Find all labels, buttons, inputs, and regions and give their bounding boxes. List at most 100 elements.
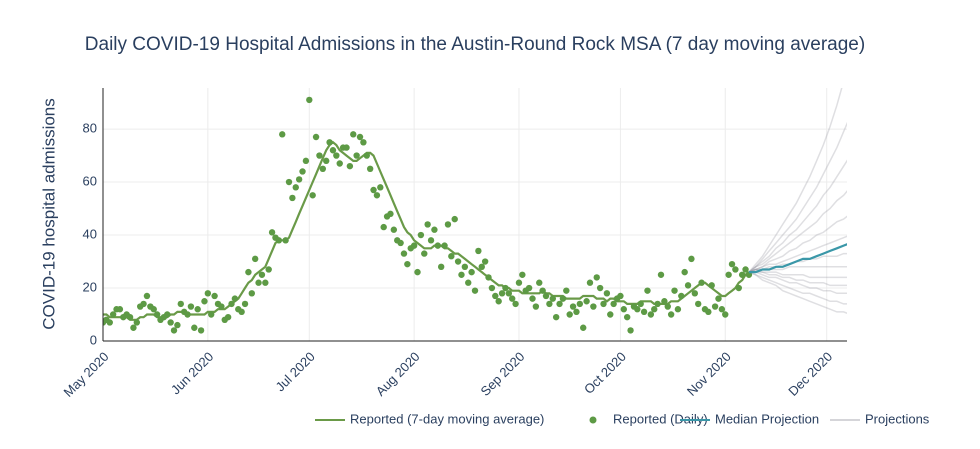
legend-label: Median Projection [715,411,819,426]
point [586,279,594,286]
point [218,303,225,310]
point [593,274,600,281]
x-tick-label: Sep 2020 [478,349,528,399]
x-tick-label: Oct 2020 [581,349,629,397]
y-tick-label: 0 [90,332,97,347]
legend-label: Reported (Daily) [613,411,708,426]
point [343,144,350,151]
point [458,271,465,278]
y-axis-title: COVID-19 hospital admissions [39,98,58,329]
point [657,271,665,278]
point [688,255,695,263]
point [194,306,201,313]
point [664,303,671,310]
point [559,295,567,302]
point [667,311,675,318]
point [705,308,712,316]
point [353,152,360,159]
plot-area [103,88,847,334]
point [441,242,448,249]
point [485,274,492,281]
point [231,295,239,302]
x-tick-label: Jun 2020 [168,349,216,397]
line [748,243,847,274]
point [265,266,272,273]
point [295,176,303,183]
point [275,237,283,244]
point [424,221,431,228]
point [241,300,249,308]
point [397,239,404,247]
point [377,184,384,191]
point [116,306,124,313]
point [600,300,607,308]
point [563,287,570,294]
point [262,279,269,286]
point [454,258,462,265]
point [309,192,316,199]
point [444,221,452,228]
point [285,178,293,186]
point [427,237,435,244]
point [617,292,624,300]
y-tick-label: 20 [83,279,97,294]
y-tick-label: 80 [83,121,97,136]
point [590,303,597,310]
point [525,284,533,292]
point [583,298,590,305]
point [140,300,147,308]
projection-line [748,271,847,305]
point [678,292,685,300]
point [569,303,577,310]
point [546,300,553,308]
point [133,319,141,326]
x-tick-label: May 2020 [61,349,112,400]
point [505,290,513,297]
y-tick-label: 60 [83,173,97,188]
point [515,279,523,286]
point [478,263,485,271]
point [204,290,212,297]
point [451,215,458,223]
projection-line [748,88,843,273]
point [481,258,489,265]
point [187,303,195,310]
point [542,292,550,300]
point [323,157,330,165]
point [498,290,506,297]
point [684,282,692,289]
point [410,242,418,249]
point [360,139,367,146]
point [431,226,438,233]
point [708,282,715,289]
point [258,271,266,278]
point [539,287,546,294]
x-tick-label: Jul 2020 [272,349,317,394]
point [620,306,627,313]
point [437,263,445,271]
point [404,260,411,268]
point [370,186,377,194]
point [681,268,688,276]
legend-label: Projections [865,411,930,426]
point [387,210,394,218]
point [742,266,749,273]
point [596,284,604,292]
point [164,311,171,318]
x-tick-label: Aug 2020 [373,349,423,399]
point [329,147,337,154]
projection-line [748,121,847,273]
point [566,311,573,318]
point [326,139,333,146]
point [651,306,658,313]
point [356,133,364,141]
point [289,194,296,202]
point [475,247,482,255]
point [492,292,499,300]
point [363,152,370,159]
point [224,313,232,321]
point [735,284,742,292]
point [319,165,327,173]
point [671,287,678,294]
legend-symbol [589,416,597,424]
